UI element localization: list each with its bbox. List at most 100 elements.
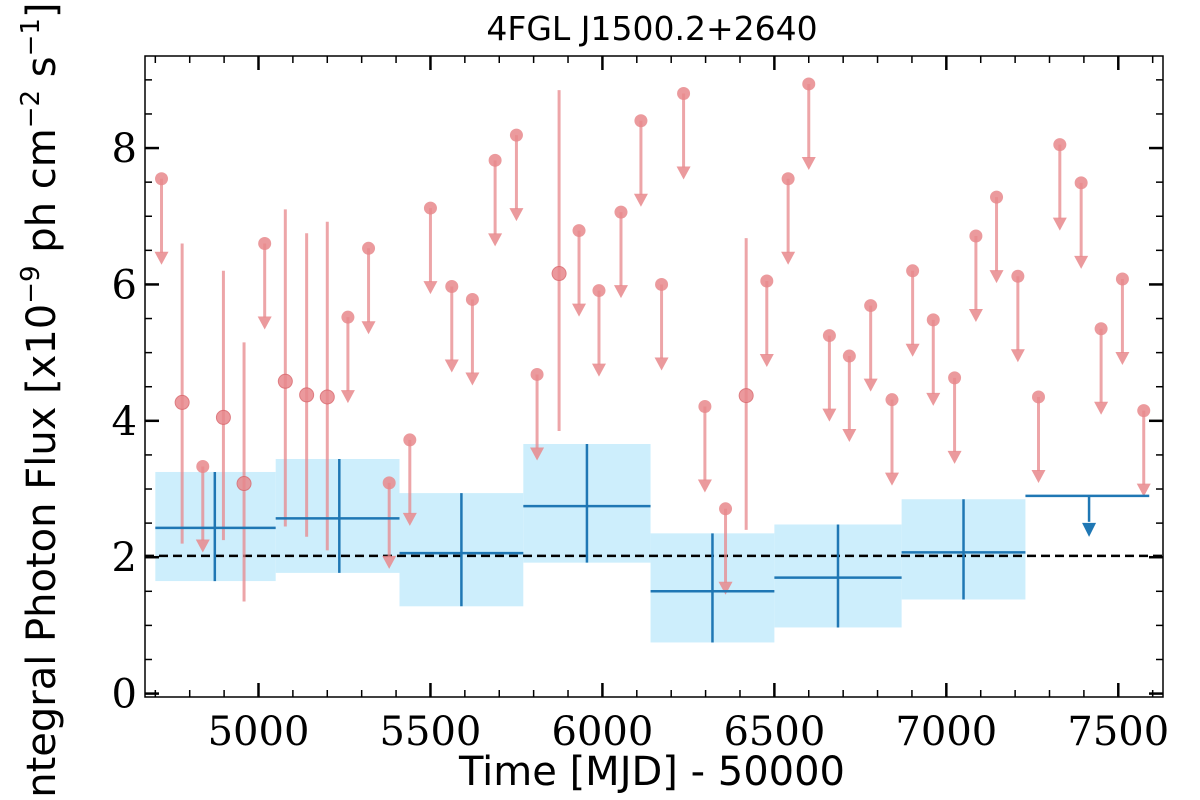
short-bin-upper-limit-point xyxy=(382,476,396,490)
short-bin-upper-limit-point xyxy=(258,237,272,251)
plot-frame xyxy=(144,55,1164,698)
short-bin-upper-limit-point xyxy=(1137,404,1151,418)
short-bin-upper-limit-point xyxy=(781,172,795,186)
short-bin-upper-limit-arrow xyxy=(488,233,503,247)
short-bin-upper-limit-point xyxy=(802,77,816,91)
short-bin-upper-limit-point xyxy=(677,87,691,101)
y-tick-label: 4 xyxy=(112,399,137,445)
short-bin-upper-limit-arrow xyxy=(654,357,669,371)
short-bin-upper-limit-arrow xyxy=(781,251,796,265)
short-bin-upper-limit-point xyxy=(592,284,606,298)
short-bin-upper-limit-point xyxy=(990,190,1004,204)
short-bin-upper-limit-arrow xyxy=(382,555,397,569)
short-bin-point xyxy=(299,387,315,403)
short-bin-upper-limit-point xyxy=(614,205,628,219)
short-bin-upper-limit-arrow xyxy=(1031,469,1046,483)
short-bin-upper-limit-arrow xyxy=(613,285,628,299)
short-bin-upper-limit-arrow xyxy=(1136,483,1151,497)
short-bin-upper-limit-arrow xyxy=(444,359,459,373)
short-bin-point xyxy=(174,394,190,410)
short-bin-point xyxy=(215,409,231,425)
short-bin-upper-limit-arrow xyxy=(863,378,878,392)
short-bin-upper-limit-arrow xyxy=(340,390,355,404)
short-bin-upper-limit-arrow xyxy=(465,372,480,386)
short-bin-upper-limit-point xyxy=(760,274,774,288)
short-bin-upper-limit-point xyxy=(572,224,586,238)
short-bin-upper-limit-arrow xyxy=(1010,349,1025,363)
short-bin-upper-limit-arrow xyxy=(759,354,774,368)
short-bin-upper-limit-arrow xyxy=(402,512,417,526)
short-bin-upper-limit-arrow xyxy=(1115,351,1130,365)
short-bin-upper-limit-arrow xyxy=(361,321,376,335)
short-bin-upper-limit-point xyxy=(341,310,355,324)
y-tick-label: 2 xyxy=(112,535,137,581)
short-bin-upper-limit-point xyxy=(698,400,712,414)
short-bin-upper-limit-arrow xyxy=(591,363,606,377)
x-axis-label: Time [MJD] - 50000 xyxy=(458,749,845,795)
short-bin-point xyxy=(236,476,252,492)
short-bin-upper-limit-arrow xyxy=(423,281,438,295)
short-bin-upper-limit-point xyxy=(948,371,962,385)
short-bin-upper-limit-point xyxy=(423,201,437,215)
short-bin-upper-limit-point xyxy=(1032,390,1046,404)
short-bin-upper-limit-point xyxy=(969,229,983,243)
long-bin-band xyxy=(275,459,400,573)
short-bin-upper-limit-point xyxy=(719,502,733,516)
chart-title: 4FGL J1500.2+2640 xyxy=(486,9,817,48)
short-bin-upper-limit-arrow xyxy=(926,392,941,406)
x-tick-label: 6500 xyxy=(723,709,825,755)
short-bin-upper-limit-point xyxy=(509,128,523,142)
short-bin-upper-limit-point xyxy=(822,329,836,343)
short-bin-upper-limit-arrow xyxy=(989,270,1004,284)
short-bin-upper-limit-point xyxy=(1115,272,1129,286)
short-bin-upper-limit-point xyxy=(1053,138,1067,152)
short-bin-upper-limit-point xyxy=(1011,269,1025,283)
short-bin-upper-limit-arrow xyxy=(1094,401,1109,415)
short-bin-upper-limit-arrow xyxy=(801,156,816,170)
short-bin-upper-limit-point xyxy=(530,367,544,381)
short-bin-upper-limit-arrow xyxy=(947,450,962,464)
short-bin-points xyxy=(154,77,1151,602)
short-bin-upper-limit-point xyxy=(906,264,920,278)
y-tick-label: 6 xyxy=(112,262,137,308)
long-bin-points xyxy=(155,444,1150,643)
short-bin-upper-limit-point xyxy=(196,460,210,474)
short-bin-point xyxy=(551,266,567,282)
short-bin-upper-limit-point xyxy=(864,299,878,313)
short-bin-upper-limit-arrow xyxy=(1074,255,1089,269)
short-bin-upper-limit-point xyxy=(155,172,169,186)
short-bin-point xyxy=(738,388,754,404)
short-bin-upper-limit-point xyxy=(655,277,669,291)
short-bin-upper-limit-arrow xyxy=(676,166,691,180)
short-bin-upper-limit-arrow xyxy=(968,309,983,323)
short-bin-upper-limit-point xyxy=(1094,322,1108,336)
short-bin-upper-limit-arrow xyxy=(572,303,587,317)
short-bin-upper-limit-arrow xyxy=(257,316,272,330)
short-bin-upper-limit-arrow xyxy=(884,472,899,486)
short-bin-upper-limit-point xyxy=(445,279,459,293)
axes: 5000 5500 6000 6500 7000 7500 0 2 4 6 8 xyxy=(112,55,1169,755)
x-tick-label: 5000 xyxy=(208,709,310,755)
short-bin-upper-limit-arrow xyxy=(509,208,524,222)
short-bin-upper-limit-arrow xyxy=(718,581,733,595)
short-bin-upper-limit-arrow xyxy=(905,343,920,357)
y-axis-label: Integral Photon Flux [x10−9 ph cm−2 s−1] xyxy=(16,2,65,800)
short-bin-upper-limit-arrow xyxy=(633,193,648,207)
x-tick-label: 5500 xyxy=(380,709,482,755)
short-bin-upper-limit-arrow xyxy=(842,429,857,443)
short-bin-upper-limit-arrow xyxy=(822,408,837,422)
short-bin-upper-limit-arrow xyxy=(195,539,210,553)
short-bin-upper-limit-point xyxy=(634,114,648,128)
y-tick-label: 0 xyxy=(112,672,137,718)
short-bin-upper-limit-arrow xyxy=(154,251,169,265)
x-tick-label: 6000 xyxy=(552,709,654,755)
x-tick-label: 7500 xyxy=(1067,709,1169,755)
y-tick-label: 8 xyxy=(112,126,137,172)
short-bin-upper-limit-arrow xyxy=(697,479,712,493)
short-bin-upper-limit-point xyxy=(403,433,417,447)
short-bin-upper-limit-point xyxy=(1074,176,1088,190)
short-bin-point xyxy=(319,389,335,405)
short-bin-upper-limit-point xyxy=(885,393,899,407)
short-bin-upper-limit-point xyxy=(465,292,479,306)
